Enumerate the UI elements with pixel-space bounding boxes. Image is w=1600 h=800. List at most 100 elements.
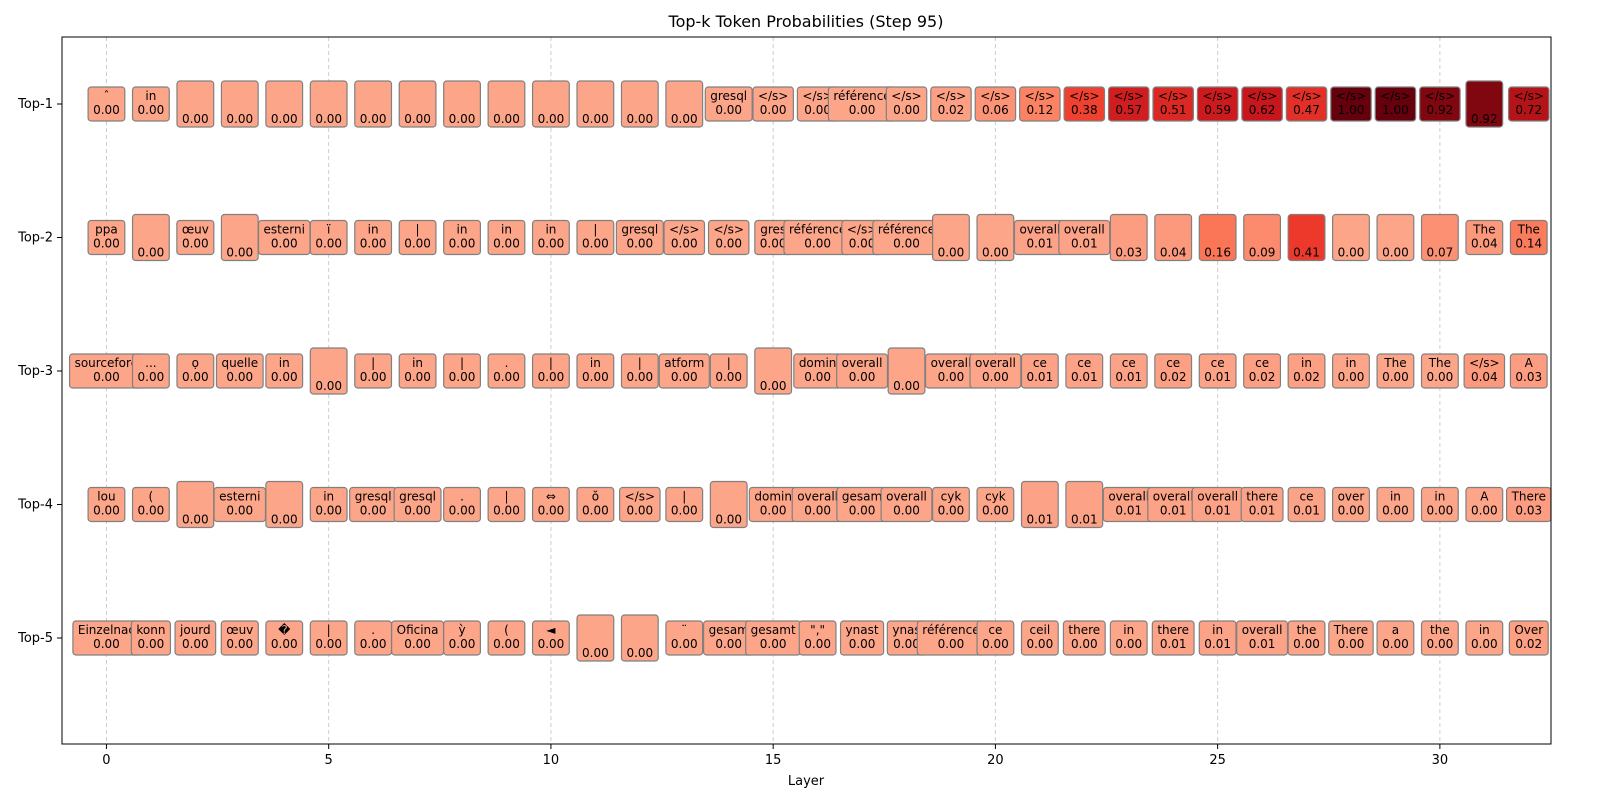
cell-box (1420, 620, 1459, 656)
heatmap-cell: </s>0.00 (841, 219, 883, 256)
cell-box (620, 614, 659, 662)
cell-token: lou (97, 490, 115, 504)
heatmap-cell: (0.00 (487, 620, 526, 656)
cell-token: in (1346, 356, 1357, 370)
cell-box (754, 347, 793, 395)
cell-box (576, 353, 615, 389)
heatmap-cell: 0.00 (1332, 213, 1370, 262)
x-tick-label: 20 (987, 753, 1004, 768)
heatmap-cell: </s>0.92 (1419, 86, 1461, 122)
heatmap-cell: </s>0.47 (1285, 86, 1328, 122)
cell-token: ŏ (592, 490, 599, 504)
heatmap-cell: ⇔0.00 (531, 486, 570, 523)
cell-value: 0.00 (449, 504, 476, 518)
cell-token: | (371, 356, 375, 370)
cell-box (393, 486, 442, 523)
cell-box (1109, 353, 1148, 389)
cell-value: 0.00 (849, 370, 876, 384)
cell-value: 0.04 (1160, 246, 1187, 260)
cell-value: 0.00 (582, 237, 609, 251)
heatmap-cell: |0.00 (576, 219, 615, 256)
cell-value: 0.00 (449, 370, 476, 384)
heatmap-cell: ce0.01 (1065, 353, 1104, 389)
cell-box (930, 86, 972, 122)
cell-token: atform (664, 356, 704, 370)
cell-value: 0.00 (138, 103, 165, 117)
heatmap-cell: </s>0.57 (1107, 86, 1150, 122)
heatmap-cell: </s>1.00 (1330, 86, 1372, 122)
cell-value: 0.01 (1115, 504, 1142, 518)
heatmap-cell: 0.03 (1109, 213, 1148, 262)
cell-box (576, 219, 615, 256)
cell-value: 0.00 (671, 237, 698, 251)
cell-box (1332, 213, 1370, 262)
cell-token: overall (975, 356, 1016, 370)
cell-token: ◄ (546, 623, 556, 637)
cell-value: 0.00 (1338, 504, 1365, 518)
cell-value: 0.00 (315, 379, 342, 393)
heatmap-cell: 0.09 (1243, 213, 1282, 262)
heatmap-cell: ","0.00 (798, 620, 837, 656)
cell-box (976, 213, 1015, 262)
cell-value: 0.00 (404, 504, 431, 518)
cell-box (665, 620, 704, 656)
cell-value: 0.00 (226, 246, 253, 260)
cell-box (1240, 486, 1284, 523)
cell-value: 0.00 (1471, 504, 1498, 518)
cell-value: 0.00 (715, 103, 742, 117)
cell-token: in (412, 356, 423, 370)
cell-value: 0.01 (1071, 237, 1098, 251)
cell-value: 0.38 (1071, 103, 1098, 117)
cell-token: | (638, 356, 642, 370)
heatmap-cell: ọ0.00 (176, 353, 215, 389)
cell-value: 0.00 (182, 112, 209, 126)
heatmap-cell: </s>0.51 (1152, 86, 1194, 122)
cell-value: 0.00 (1382, 370, 1409, 384)
cell-box (798, 620, 837, 656)
cell-value: 0.00 (849, 637, 876, 651)
heatmap-cell: 0.00 (620, 80, 659, 128)
cell-value: 0.00 (271, 237, 298, 251)
cell-value: 0.00 (893, 103, 920, 117)
cell-box (531, 353, 570, 389)
cell-value: 0.00 (93, 370, 120, 384)
cell-token: overall (1242, 623, 1283, 637)
cell-token: in (1434, 490, 1445, 504)
heatmap-cell: ce0.01 (1020, 353, 1059, 389)
cell-value: 0.01 (1026, 237, 1053, 251)
cell-value: 0.00 (760, 504, 787, 518)
cell-value: 0.00 (1471, 637, 1498, 651)
cell-token: ce (1077, 356, 1091, 370)
cell-token: overall (1064, 223, 1105, 237)
cell-box (576, 614, 615, 662)
cell-value: 0.01 (1160, 637, 1187, 651)
cell-value: 0.00 (360, 237, 387, 251)
cell-value: 0.92 (1427, 103, 1454, 117)
cell-value: 0.00 (715, 513, 742, 527)
heatmap-cell: </s>0.59 (1196, 86, 1239, 122)
cell-token: | (727, 356, 731, 370)
cell-box (87, 86, 126, 122)
cell-value: 0.41 (1293, 246, 1320, 260)
y-tick-label: Top-5 (17, 631, 53, 646)
cell-value: 0.00 (893, 637, 920, 651)
cell-token: ( (149, 490, 154, 504)
cell-value: 0.03 (1515, 370, 1542, 384)
cell-value: 0.07 (1427, 246, 1454, 260)
cell-box (976, 486, 1015, 523)
cell-value: 0.00 (360, 504, 387, 518)
